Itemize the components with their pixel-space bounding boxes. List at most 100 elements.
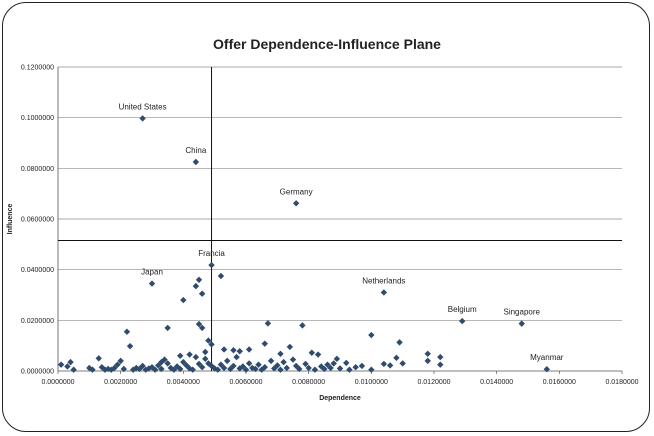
data-point bbox=[158, 358, 165, 366]
data-point bbox=[189, 366, 196, 373]
data-point bbox=[177, 365, 184, 373]
data-point bbox=[151, 366, 159, 373]
data-point bbox=[343, 359, 350, 367]
data-point bbox=[170, 366, 178, 373]
data-point bbox=[327, 364, 334, 372]
data-point bbox=[424, 357, 431, 365]
data-point bbox=[126, 342, 134, 350]
point-label: Germany bbox=[280, 187, 313, 196]
x-tick-label: 0.0120000 bbox=[417, 379, 450, 386]
data-point bbox=[145, 365, 153, 372]
y-tick-label: 0.0400000 bbox=[21, 267, 54, 274]
data-point bbox=[239, 363, 247, 370]
data-point bbox=[192, 353, 200, 361]
x-tick-label: 0.0000000 bbox=[41, 379, 74, 386]
data-point bbox=[195, 320, 203, 328]
data-point bbox=[333, 355, 341, 363]
data-point-labeled bbox=[292, 200, 300, 207]
data-point bbox=[283, 364, 290, 372]
data-point bbox=[321, 365, 328, 373]
data-point bbox=[217, 272, 225, 280]
data-point bbox=[186, 351, 193, 358]
y-tick-label: 0.0200000 bbox=[21, 318, 54, 325]
data-point bbox=[368, 366, 375, 373]
data-point bbox=[57, 361, 65, 368]
data-point bbox=[424, 350, 431, 357]
data-point bbox=[368, 331, 375, 339]
x-tick-label: 0.0160000 bbox=[543, 379, 576, 386]
data-point bbox=[399, 360, 406, 367]
data-point bbox=[155, 362, 162, 369]
data-point bbox=[296, 365, 303, 373]
data-point bbox=[64, 363, 71, 370]
x-tick-label: 0.0180000 bbox=[605, 379, 638, 386]
data-point bbox=[198, 290, 206, 297]
data-point bbox=[104, 365, 112, 373]
point-label: Myanmar bbox=[530, 353, 564, 362]
data-point bbox=[386, 362, 394, 369]
data-point bbox=[217, 361, 225, 368]
data-point bbox=[123, 328, 131, 335]
data-point bbox=[195, 360, 203, 368]
x-tick-label: 0.0140000 bbox=[480, 379, 513, 386]
data-point-labeled bbox=[518, 320, 525, 327]
data-point bbox=[177, 352, 184, 359]
data-point bbox=[396, 339, 403, 346]
data-point bbox=[192, 282, 200, 290]
data-point bbox=[255, 361, 262, 368]
data-point bbox=[245, 346, 253, 353]
data-point-labeled bbox=[192, 158, 200, 166]
data-point bbox=[346, 366, 353, 373]
data-point bbox=[261, 340, 268, 347]
y-tick-label: 0.0000000 bbox=[21, 369, 54, 376]
data-point bbox=[261, 364, 268, 371]
data-point bbox=[180, 358, 187, 366]
data-point bbox=[70, 366, 77, 373]
data-point bbox=[224, 357, 231, 365]
data-point bbox=[198, 364, 206, 371]
data-point bbox=[198, 324, 206, 332]
y-axis-label: Influence bbox=[7, 204, 14, 235]
data-point bbox=[393, 354, 400, 362]
data-point bbox=[437, 353, 444, 361]
data-point-labeled bbox=[543, 366, 550, 373]
data-point bbox=[277, 350, 284, 357]
chart-title: Offer Dependence-Influence Plane bbox=[213, 36, 441, 52]
data-point bbox=[120, 365, 127, 373]
x-tick-label: 0.0020000 bbox=[104, 379, 137, 386]
data-point bbox=[267, 357, 275, 365]
point-label: Japan bbox=[141, 268, 163, 277]
point-label: China bbox=[185, 146, 206, 155]
data-point bbox=[242, 366, 250, 373]
data-point-labeled bbox=[380, 289, 388, 296]
data-point bbox=[299, 322, 306, 329]
data-point bbox=[274, 362, 281, 369]
data-point bbox=[220, 346, 228, 353]
data-point bbox=[336, 365, 344, 372]
x-tick-label: 0.0100000 bbox=[355, 379, 388, 386]
data-point bbox=[280, 358, 287, 366]
point-label: Francia bbox=[198, 249, 225, 258]
data-point bbox=[236, 365, 243, 372]
data-point bbox=[277, 366, 284, 373]
data-point bbox=[208, 341, 215, 348]
point-label: Netherlands bbox=[362, 276, 405, 285]
data-point bbox=[286, 343, 294, 351]
data-point bbox=[164, 360, 171, 367]
x-axis-label: Dependence bbox=[319, 395, 361, 402]
data-point bbox=[308, 349, 315, 356]
data-point bbox=[324, 361, 331, 368]
data-point bbox=[352, 364, 359, 371]
data-point bbox=[230, 362, 237, 370]
data-point bbox=[311, 366, 319, 373]
data-point bbox=[358, 362, 366, 370]
data-point bbox=[380, 360, 388, 368]
axes: 0.0000000 0.0200000 0.0400000 0.0600000 0.08… bbox=[21, 65, 639, 387]
point-label: United States bbox=[119, 102, 167, 111]
data-point bbox=[158, 365, 165, 373]
data-point bbox=[164, 324, 171, 332]
grid-lines bbox=[58, 66, 622, 321]
data-point bbox=[264, 320, 272, 327]
data-point bbox=[205, 337, 212, 344]
